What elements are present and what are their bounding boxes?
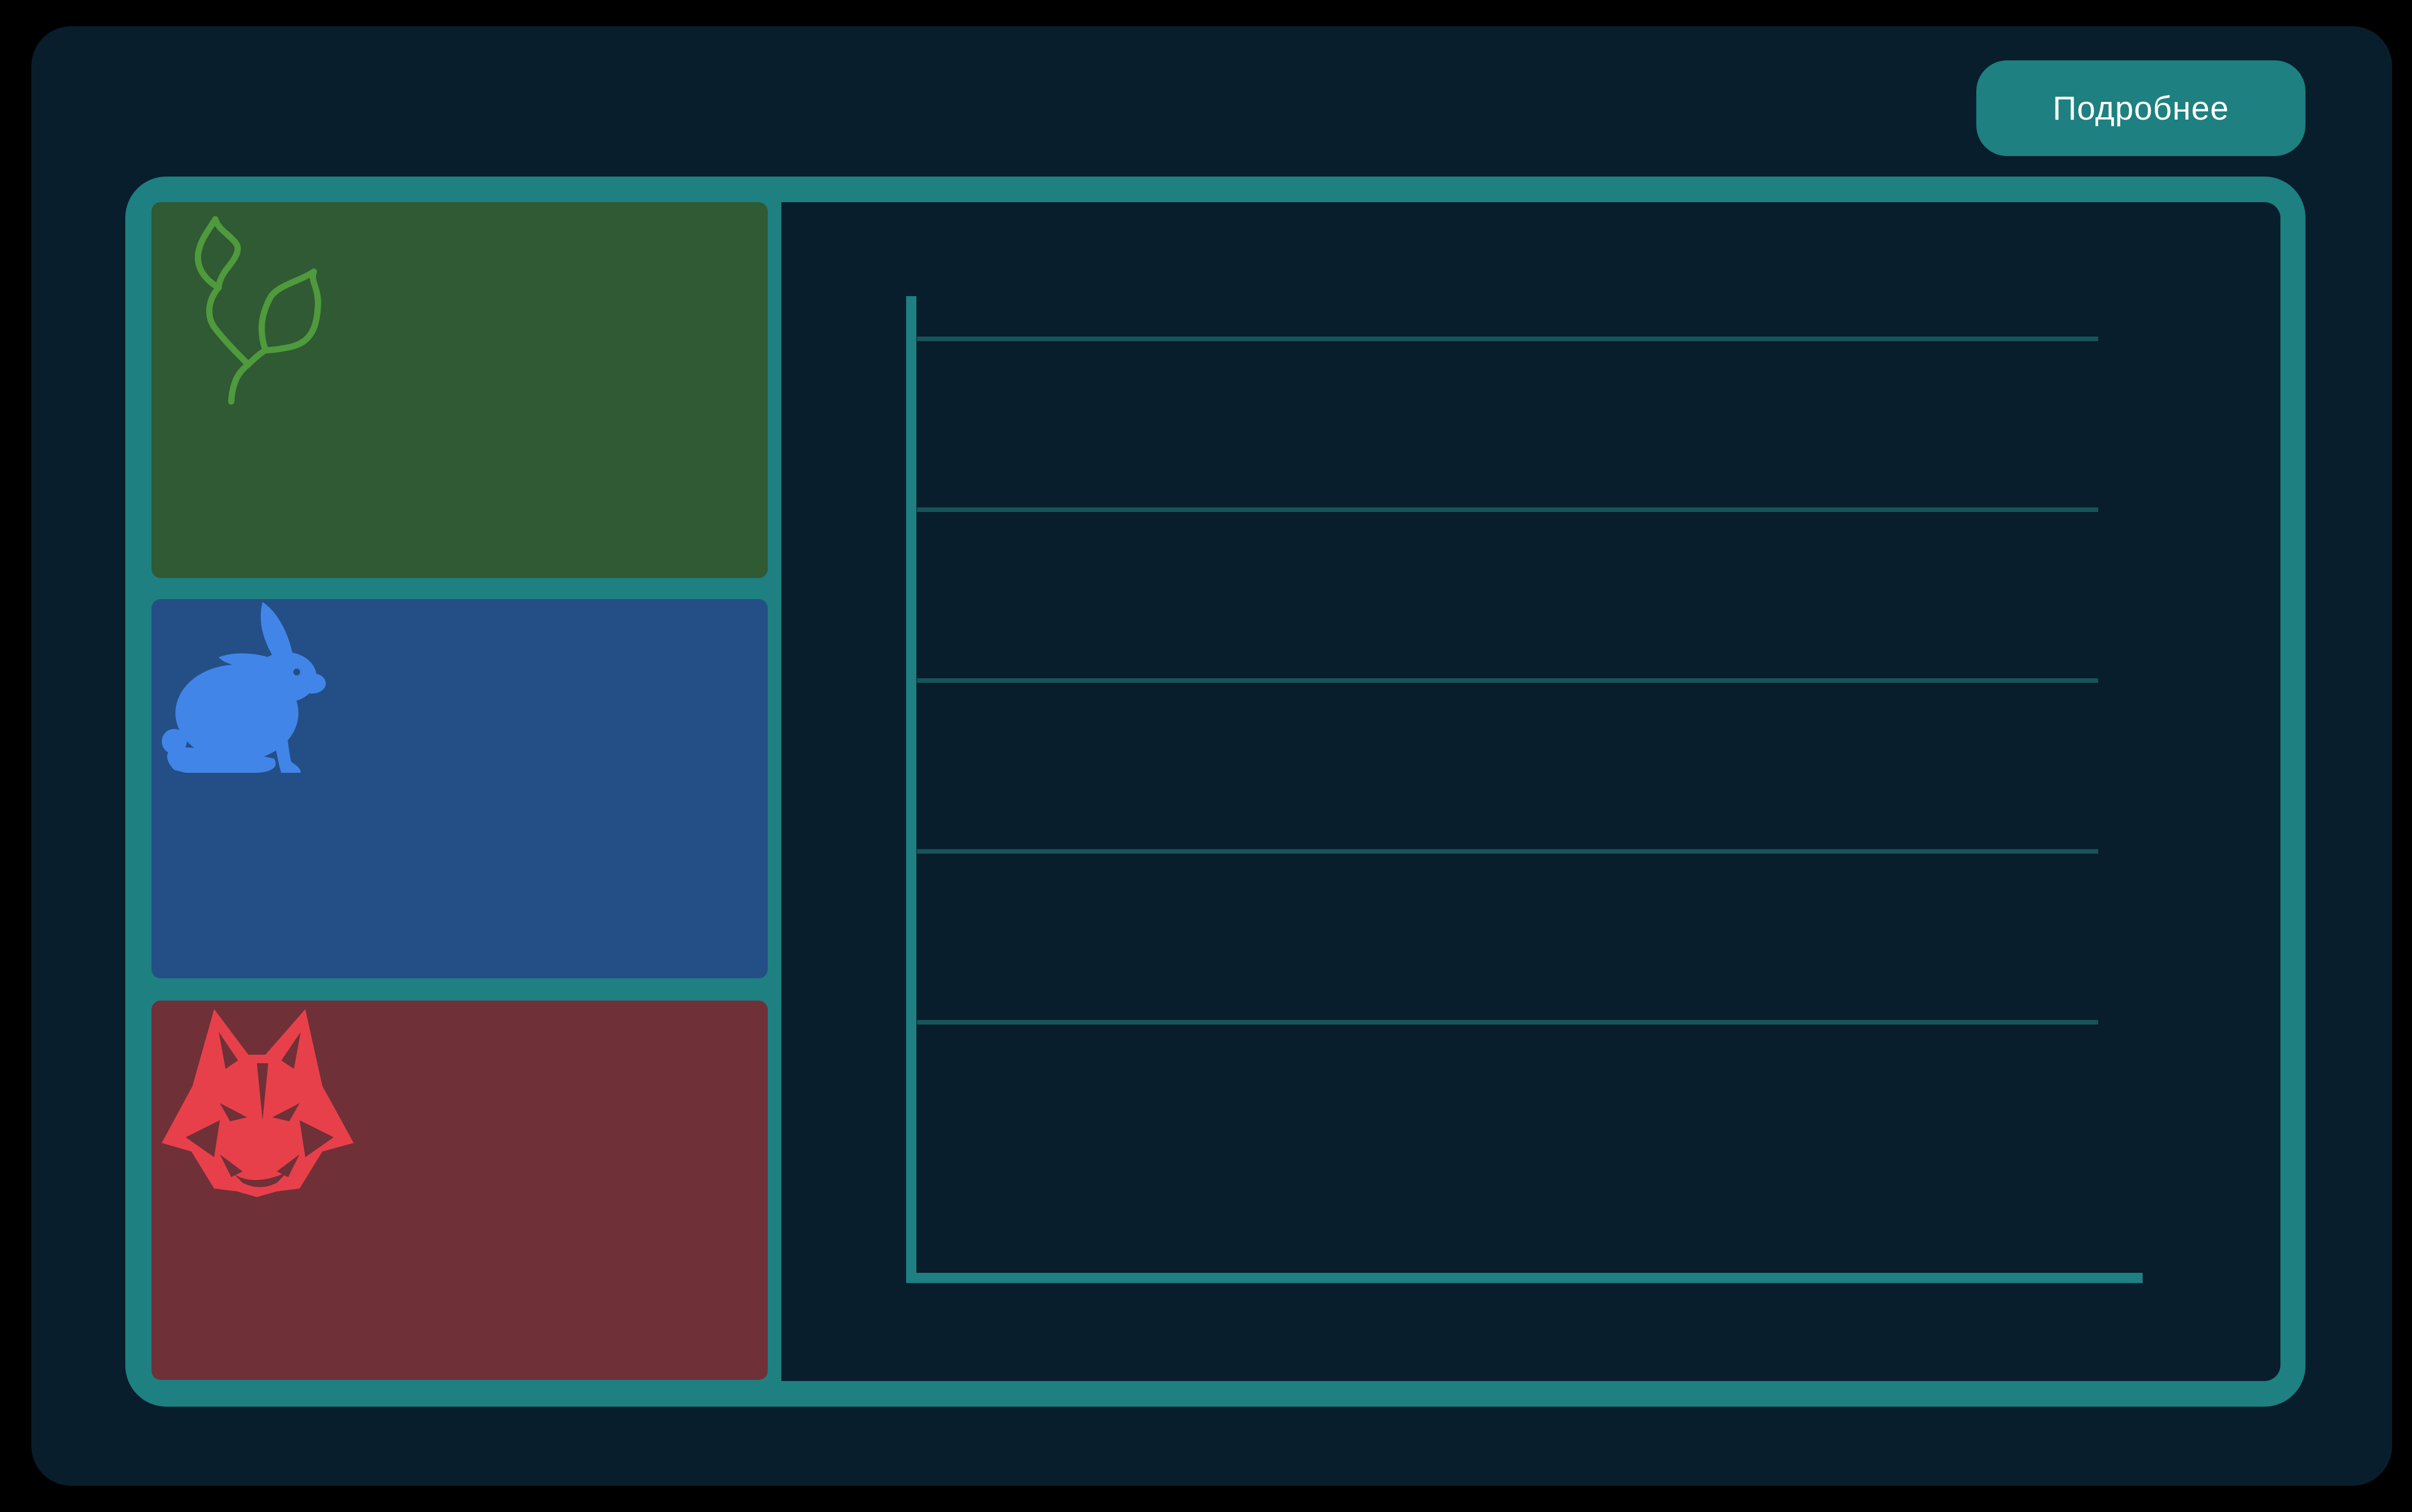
rabbit-icon bbox=[162, 602, 326, 773]
line-chart bbox=[906, 296, 2143, 1283]
wolf-head-icon bbox=[162, 1009, 354, 1197]
more-button[interactable]: Подробнее bbox=[1976, 60, 2305, 156]
chart-panel bbox=[781, 202, 2280, 1381]
plants-card[interactable] bbox=[151, 202, 768, 578]
herbivores-card[interactable] bbox=[151, 599, 768, 978]
predators-card[interactable] bbox=[151, 1001, 768, 1380]
leaf-sprig-icon bbox=[195, 216, 321, 405]
